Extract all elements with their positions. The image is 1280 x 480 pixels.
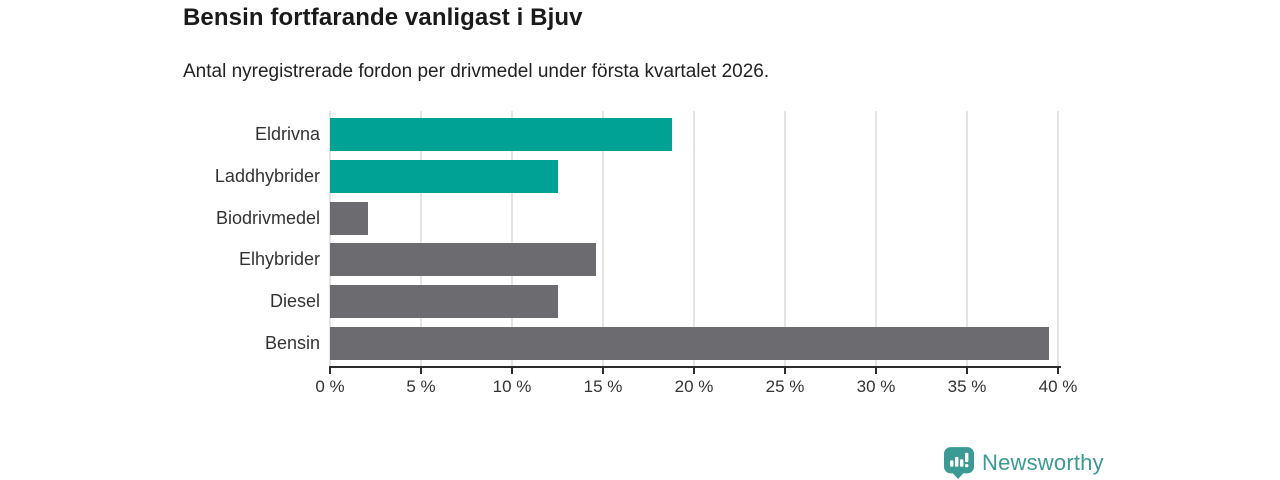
bar-bensin — [330, 327, 1049, 360]
bar-eldrivna — [330, 118, 673, 151]
newsworthy-wordmark: Newsworthy — [982, 450, 1104, 475]
x-axis-tick-label: 15 % — [583, 377, 623, 396]
newsworthy-logo: Newsworthy — [944, 447, 1104, 479]
x-axis-tick-label: 10 % — [492, 377, 532, 396]
x-axis-tick — [875, 368, 877, 374]
bar-row-label: Bensin — [264, 333, 320, 353]
bar-diesel — [330, 285, 558, 319]
x-axis-tick-label: 30 % — [856, 377, 896, 396]
grid-line — [329, 111, 331, 366]
grid-line — [1057, 111, 1059, 366]
x-axis-tick-label: 0 % — [315, 377, 345, 396]
x-axis-tick-label: 25 % — [765, 377, 805, 396]
x-axis-line — [329, 366, 1061, 368]
grid-line — [966, 111, 968, 366]
x-axis-tick — [1057, 368, 1059, 374]
x-axis-tick — [511, 368, 513, 374]
x-axis-tick-label: 20 % — [674, 377, 714, 396]
x-axis-tick — [602, 368, 604, 374]
chart-subtitle: Antal nyregistrerade fordon per drivmede… — [183, 61, 770, 82]
x-axis-tick-label: 40 % — [1038, 377, 1078, 396]
bar-biodrivmedel — [330, 201, 369, 235]
chart-title: Bensin fortfarande vanligast i Bjuv — [183, 4, 583, 31]
x-axis-tick — [784, 368, 786, 374]
bar-laddhybrider — [330, 159, 558, 193]
grid-line — [602, 111, 604, 366]
grid-line — [420, 111, 422, 366]
grid-line — [693, 111, 695, 366]
grid-line — [875, 111, 877, 366]
bar-chart-speech-bubble-icon — [944, 447, 974, 479]
bar-row-label: Eldrivna — [254, 124, 320, 144]
grid-line — [784, 111, 786, 366]
x-axis-tick — [329, 368, 331, 374]
bar-row-label: Elhybrider — [238, 249, 320, 270]
x-axis-tick — [966, 368, 968, 374]
x-axis-tick — [693, 368, 695, 374]
bar-row-label: Biodrivmedel — [215, 207, 320, 228]
x-axis-tick-label: 5 % — [406, 377, 436, 396]
bar-row-label: Laddhybrider — [214, 165, 320, 186]
grid-line — [511, 111, 513, 366]
bar-row-label: Diesel — [269, 291, 320, 312]
x-axis-tick-label: 35 % — [947, 377, 987, 396]
bar-elhybrider — [330, 243, 596, 277]
x-axis-tick — [420, 368, 422, 374]
